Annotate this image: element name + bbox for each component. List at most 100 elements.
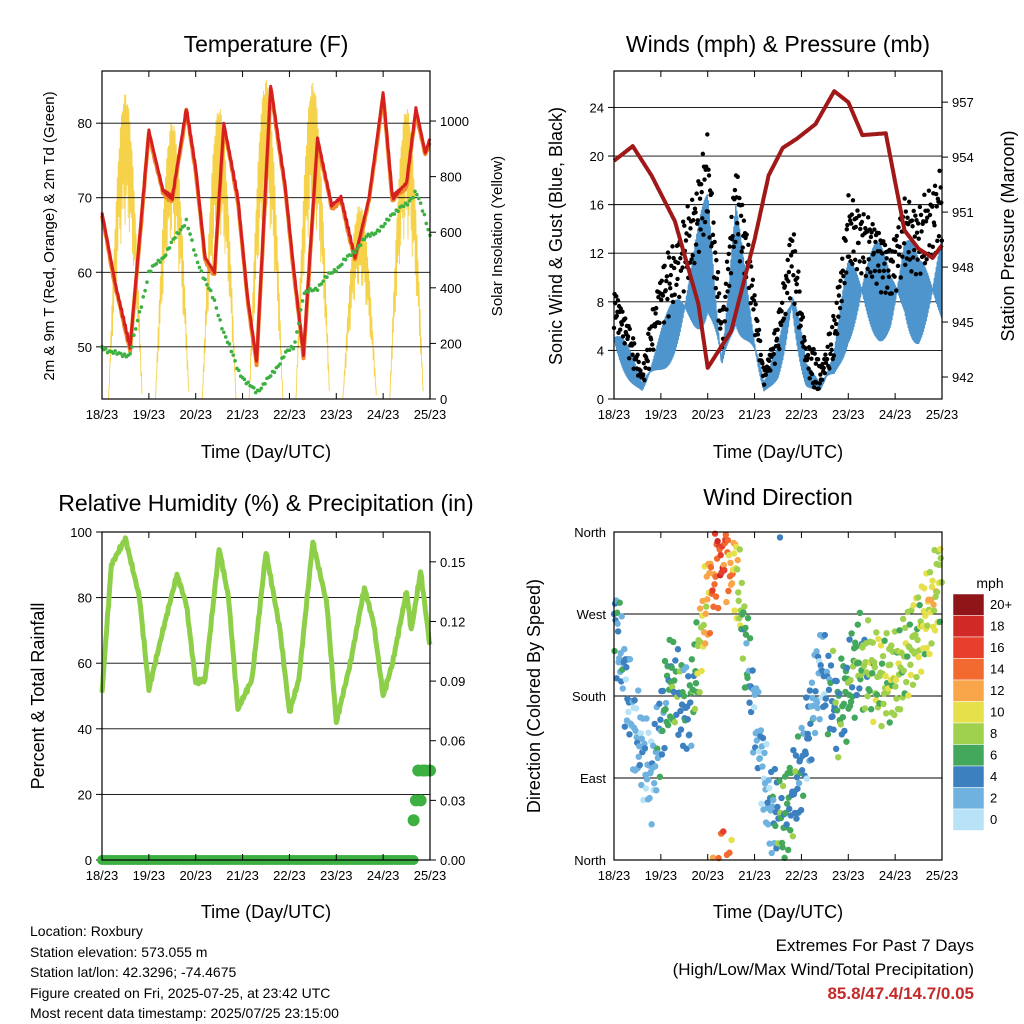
direction-point [618,613,625,620]
humidity-xlabel: Time (Day/UTC) [201,902,331,922]
direction-point [878,722,885,730]
direction-point [749,667,756,674]
direction-point [813,648,820,655]
direction-point [921,650,929,658]
direction-point [744,674,751,682]
gust-point [911,208,916,214]
legend-label: 8 [990,726,997,741]
gust-point [837,284,842,289]
temperature-2m-line [100,84,432,363]
dewpoint-point [293,340,297,344]
gust-point [824,356,830,362]
gust-point [853,257,858,263]
dewpoint-point [133,327,138,331]
gust-point [677,294,682,300]
gust-point [755,318,760,324]
dewpoint-point [420,209,425,213]
gust-point [675,276,680,282]
gust-point [700,151,706,157]
gust-point [817,381,822,386]
gust-point [927,243,932,248]
dewpoint-point [222,330,226,335]
direction-point [916,601,923,609]
direction-point [669,683,676,691]
gust-point [683,238,689,243]
gust-point [726,251,731,257]
dewpoint-point [282,355,286,359]
gust-point [816,386,821,391]
direction-point [706,629,714,637]
dewpoint-point [242,377,247,382]
gust-point [849,212,855,217]
gust-point [858,226,863,232]
sonic-wind-line [613,194,943,392]
humidity-xtick-label: 23/23 [320,868,353,883]
direction-point [877,642,885,649]
gust-point [827,331,833,336]
direction-point [702,610,709,617]
gust-point [659,278,664,284]
legend-swatch [952,722,985,745]
gust-point [774,336,780,341]
winds-ytick-right-label: 942 [952,370,974,385]
legend-swatch [952,744,985,767]
dewpoint-point [411,195,415,200]
gust-point [785,257,790,263]
temperature-xtick-label: 24/23 [367,407,400,422]
gust-point [863,273,869,279]
gust-point [794,281,799,287]
solar-insolation-line [389,108,424,399]
gust-point [666,314,671,319]
gust-point [906,250,911,255]
temperature-xtick-label: 18/23 [86,407,119,422]
direction-point [686,731,693,738]
dewpoint-point [287,348,292,353]
gust-point [849,221,854,226]
gust-point [753,302,758,307]
gust-point [916,236,921,241]
direction-point [730,550,738,557]
direction-point [835,754,842,761]
direction-point [914,594,922,601]
gust-point [854,266,860,272]
dewpoint-point [246,380,250,385]
dewpoint-point [163,253,168,257]
gust-point [707,235,712,240]
direction-point [854,621,861,628]
gust-point [880,251,885,256]
dewpoint-point [272,370,277,375]
gust-point [706,173,712,178]
gust-point [666,255,672,260]
gust-point [781,316,787,321]
gust-point [729,214,734,220]
winds-ylabel: Sonic Wind & Gust (Blue, Black) [546,107,566,365]
gust-point [856,213,862,218]
gust-point [723,294,728,299]
direction-point [814,704,821,712]
direction-point [633,734,640,741]
legend-label: 16 [990,640,1004,655]
direction-point [648,821,655,828]
direction-xtick-label: 23/23 [832,868,865,883]
gust-point [731,244,736,250]
gust-point [755,332,761,337]
winds-ytick-right-label: 945 [952,315,974,330]
direction-point [651,780,658,787]
dewpoint-point [237,368,241,373]
direction-point [837,721,844,728]
gust-point [751,298,757,303]
gust-point [702,219,708,225]
direction-point [882,710,890,717]
gust-point [672,292,677,297]
direction-xtick-label: 24/23 [879,868,912,883]
dewpoint-point [223,335,228,339]
gust-point [653,311,658,316]
direction-point [673,711,680,718]
humidity-ytick-label: 100 [70,525,92,540]
gust-point [718,326,723,331]
gust-point [876,230,882,236]
direction-point [756,755,764,762]
dewpoint-point [330,270,335,275]
gust-point [778,322,784,328]
humidity-xtick-label: 20/23 [179,868,212,883]
